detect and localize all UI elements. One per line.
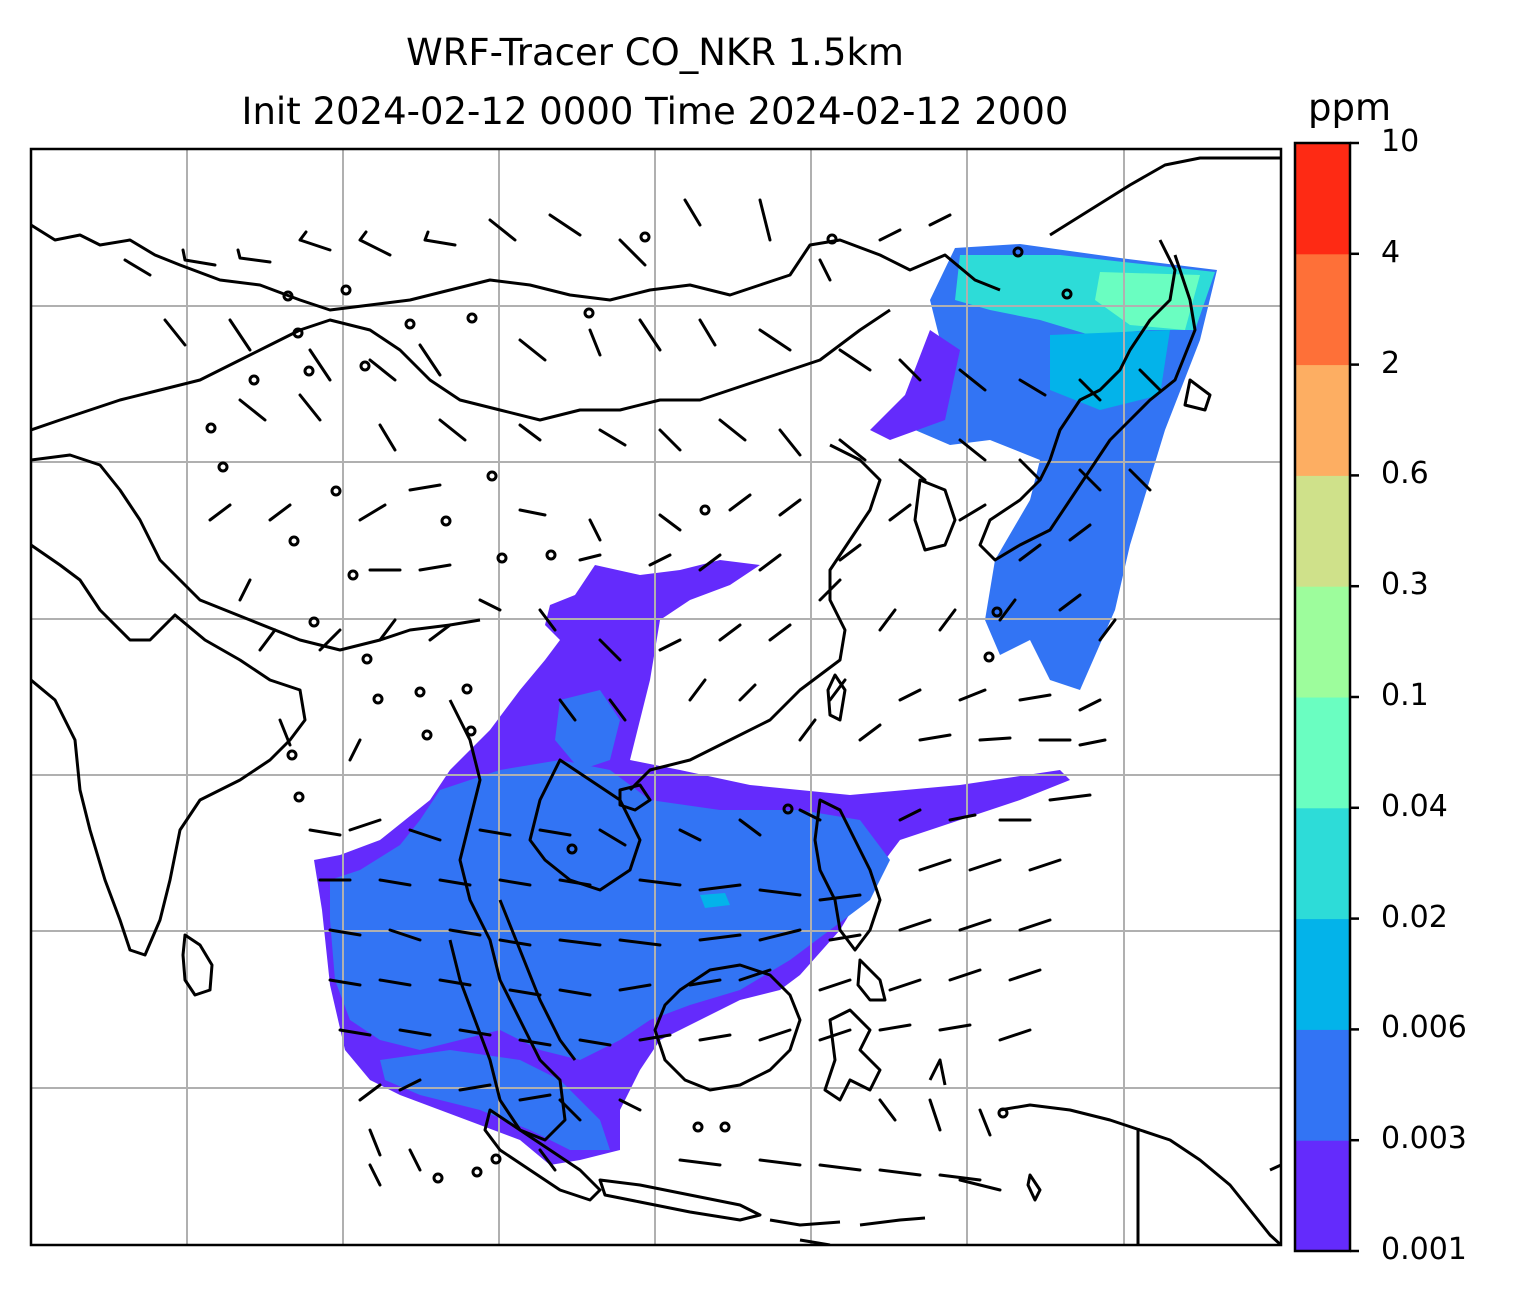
colorbar-band-0 xyxy=(1295,1140,1350,1252)
coastline-java xyxy=(598,1178,762,1222)
colorbar-band-6 xyxy=(1295,475,1350,587)
coastline-kamchatka xyxy=(1183,378,1212,412)
colorbar-tick-label: 0.04 xyxy=(1381,788,1448,824)
colorbar-tick-label: 0.003 xyxy=(1381,1121,1467,1157)
colorbar-band-2 xyxy=(1295,918,1350,1030)
coastline-china-east xyxy=(628,443,882,792)
border-central-asia xyxy=(31,453,481,652)
border-north-2 xyxy=(31,308,891,432)
coastline-new-guinea xyxy=(999,1103,1281,1245)
colorbar-band-5 xyxy=(1295,586,1350,698)
coastline-indochina xyxy=(448,699,642,1142)
colorbar-band-9 xyxy=(1295,143,1350,255)
colorbar-band-3 xyxy=(1295,807,1350,920)
colorbar-tick-label: 10 xyxy=(1381,124,1420,159)
colorbar-tick-label: 0.3 xyxy=(1381,567,1429,603)
colorbar-tick-label: 0.1 xyxy=(1381,678,1429,713)
coastline-taiwan xyxy=(826,673,847,722)
tracer-plume-southwest-band xyxy=(380,1050,610,1150)
tracer-field xyxy=(314,244,1217,1165)
graticule xyxy=(31,149,1281,1245)
coastline-malay-peninsula xyxy=(498,899,577,1061)
colorbar-band-8 xyxy=(1295,253,1350,366)
colorbar-band-4 xyxy=(1295,697,1350,809)
colorbar-tick-label: 0.006 xyxy=(1381,1010,1467,1046)
map-title-line2: Init 2024-02-12 0000 Time 2024-02-12 200… xyxy=(241,90,1069,133)
colorbar-tick-label: 0.02 xyxy=(1381,899,1448,935)
coastline-korea xyxy=(913,478,957,552)
tracer-plume-northeast-mid xyxy=(1050,330,1170,410)
coastline-sumatra xyxy=(483,1108,602,1202)
coastline-hainan xyxy=(618,783,652,812)
colorbar-band-1 xyxy=(1295,1029,1350,1141)
coastline-maluku xyxy=(928,1058,1281,1202)
coastline-lesser-sunda xyxy=(769,1216,926,1245)
coastline-borneo xyxy=(653,963,802,1092)
coastline-india xyxy=(31,543,307,957)
colorbar-tick-label: 0.6 xyxy=(1381,456,1429,492)
colorbar xyxy=(1295,143,1350,1252)
border-north-1 xyxy=(31,223,1001,312)
colorbar-unit-label: ppm xyxy=(1308,86,1392,129)
colorbar-tick-label: 0.001 xyxy=(1381,1232,1467,1267)
coastline-sakhalin xyxy=(1049,156,1281,237)
coastline-japan xyxy=(978,239,1197,562)
coastline-sri-lanka xyxy=(181,933,214,997)
colorbar-tick-label: 4 xyxy=(1381,234,1401,270)
colorbar-tick-label: 2 xyxy=(1381,345,1401,381)
tracer-plume-speck xyxy=(700,893,730,908)
tracer-plume-northeast-edge xyxy=(870,330,960,440)
tracer-plume-central-north xyxy=(555,690,620,770)
calm-wind-markers xyxy=(205,231,1073,1184)
wind-barbs xyxy=(123,198,1162,1192)
coastline-philippines xyxy=(813,798,887,1002)
coastline-sulawesi xyxy=(823,1008,882,1102)
coastlines-and-borders xyxy=(31,156,1281,1245)
map-title-line1: WRF-Tracer CO_NKR 1.5km xyxy=(406,31,904,74)
colorbar-ticks xyxy=(1350,141,1359,1253)
colorbar-band-7 xyxy=(1295,364,1350,476)
map-border xyxy=(29,147,1283,1247)
